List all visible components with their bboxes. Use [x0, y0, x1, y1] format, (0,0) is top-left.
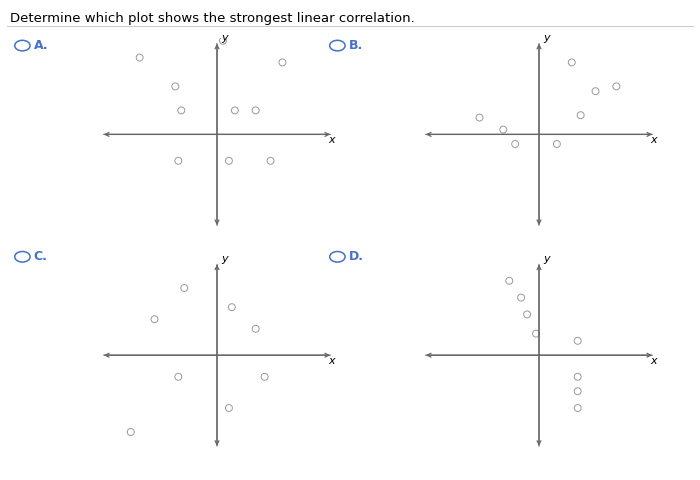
- Point: [169, 83, 181, 90]
- Point: [134, 54, 145, 61]
- Point: [149, 315, 160, 323]
- Text: A.: A.: [34, 39, 48, 52]
- Point: [125, 428, 136, 436]
- Text: B.: B.: [349, 39, 363, 52]
- Point: [176, 107, 187, 114]
- Point: [531, 330, 542, 337]
- Point: [566, 59, 578, 66]
- Point: [223, 157, 235, 165]
- Point: [572, 337, 583, 345]
- Point: [504, 277, 515, 285]
- Point: [522, 311, 533, 318]
- Text: x: x: [328, 356, 335, 366]
- Point: [250, 325, 261, 333]
- Point: [229, 107, 241, 114]
- Text: y: y: [221, 253, 228, 264]
- Point: [226, 303, 237, 311]
- Point: [572, 387, 583, 395]
- Point: [498, 126, 509, 133]
- Text: D.: D.: [349, 250, 363, 264]
- Point: [474, 114, 485, 121]
- Point: [510, 140, 521, 148]
- Text: y: y: [543, 33, 550, 43]
- Point: [276, 59, 288, 66]
- Text: x: x: [328, 135, 335, 145]
- Point: [223, 404, 235, 412]
- Point: [178, 284, 190, 292]
- Point: [250, 107, 261, 114]
- Point: [572, 373, 583, 381]
- Point: [259, 373, 270, 381]
- Point: [217, 37, 228, 45]
- Point: [610, 83, 622, 90]
- Text: y: y: [221, 33, 228, 43]
- Point: [515, 294, 526, 301]
- Point: [572, 404, 583, 412]
- Text: y: y: [543, 253, 550, 264]
- Point: [173, 373, 184, 381]
- Point: [590, 87, 601, 95]
- Point: [265, 157, 276, 165]
- Point: [173, 157, 184, 165]
- Text: Determine which plot shows the strongest linear correlation.: Determine which plot shows the strongest…: [10, 12, 415, 25]
- Text: C.: C.: [34, 250, 48, 264]
- Point: [552, 140, 563, 148]
- Point: [575, 111, 587, 119]
- Text: x: x: [650, 135, 657, 145]
- Text: x: x: [650, 356, 657, 366]
